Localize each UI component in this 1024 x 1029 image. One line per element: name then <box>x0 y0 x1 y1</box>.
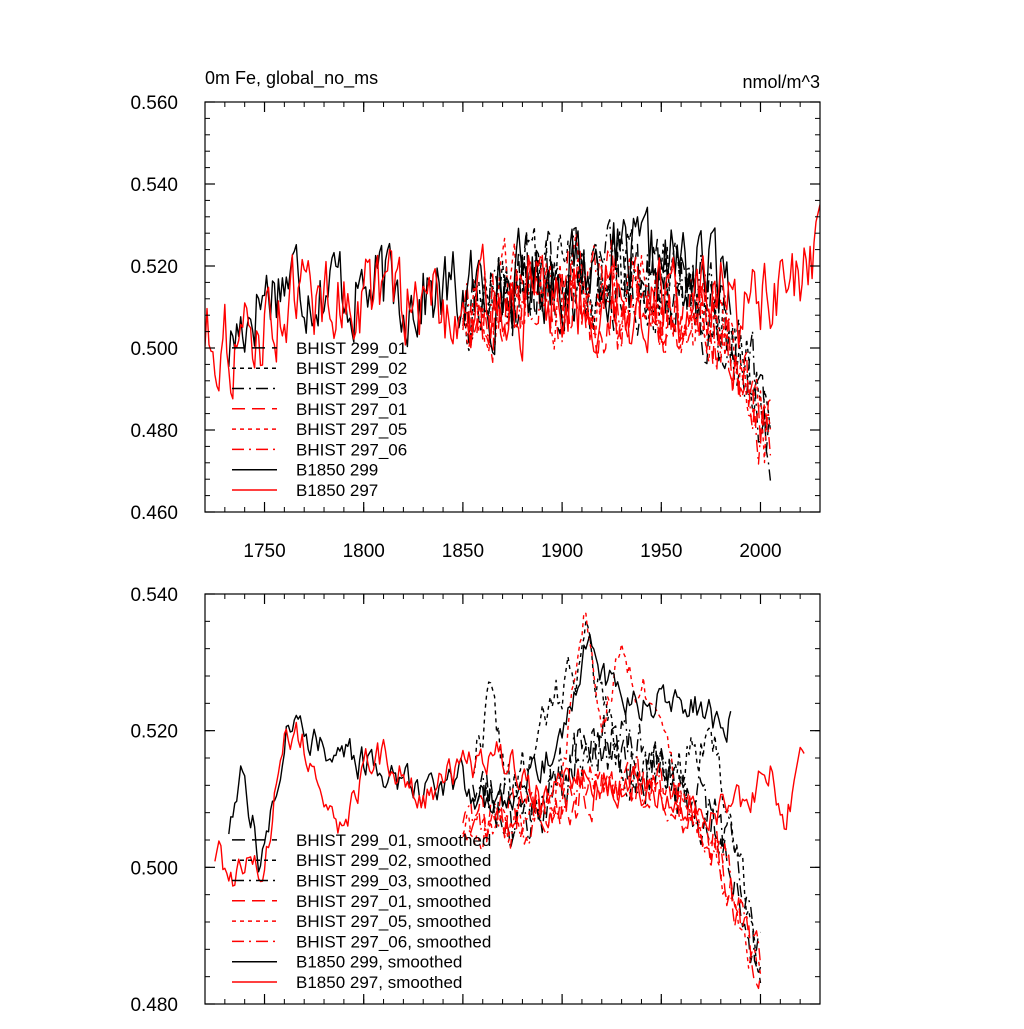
legend-label-bhist-297-05: BHIST 297_05 <box>296 420 407 439</box>
x-tick-label: 1950 <box>640 541 682 562</box>
x-tick-label: 1750 <box>243 541 285 562</box>
y-tick-label: 0.500 <box>130 339 178 360</box>
series-line-bhist-299-03-smoothed <box>472 712 762 984</box>
bottom-axis-ticks: 0.480 0.500 0.520 0.540 <box>130 585 821 1016</box>
series-line-b1850-299-smoothed <box>228 633 732 873</box>
units-label: nmol/m^3 <box>743 72 820 92</box>
top-series-lines <box>205 204 820 481</box>
top-panel: 0m Fe, global_no_ms nmol/m^3 0.4600.4800… <box>130 68 821 562</box>
y-tick-label: 0.480 <box>130 995 178 1016</box>
y-tick-label: 0.460 <box>130 503 178 524</box>
legend-label-bhist-299-01-smoothed: BHIST 299_01, smoothed <box>296 831 491 850</box>
legend-label-bhist-299-03: BHIST 299_03 <box>296 380 407 399</box>
y-tick-label: 0.560 <box>130 93 178 114</box>
legend-label-bhist-299-02: BHIST 299_02 <box>296 359 407 378</box>
legend-label-bhist-297-01-smoothed: BHIST 297_01, smoothed <box>296 892 491 911</box>
y-tick-label: 0.540 <box>130 585 178 606</box>
x-tick-label: 1850 <box>442 541 484 562</box>
x-tick-label: 1900 <box>541 541 583 562</box>
bottom-panel: 0.480 0.500 0.520 0.540 BHIST 299_01, smoot… <box>130 585 821 1016</box>
bottom-plot-frame <box>204 593 821 1005</box>
legend-label-b1850-299: B1850 299 <box>296 461 378 480</box>
series-line-bhist-297-01-smoothed <box>462 761 762 990</box>
top-axis-ticks: 0.460 0.480 0.500 0.520 0.540 0.560 1750 1800 18… <box>130 93 821 562</box>
legend-label-b1850-297: B1850 297 <box>296 481 378 500</box>
y-tick-label: 0.480 <box>130 421 178 442</box>
series-line-b1850-297-smoothed <box>214 721 805 887</box>
x-tick-label: 2000 <box>739 541 781 562</box>
legend-label-bhist-299-03-smoothed: BHIST 299_03, smoothed <box>296 872 491 891</box>
legend-label-b1850-297-smoothed: B1850 297, smoothed <box>296 973 462 992</box>
bottom-series-lines <box>214 611 805 990</box>
top-plot-frame <box>204 101 821 513</box>
y-tick-label: 0.540 <box>130 175 178 196</box>
legend-label-bhist-297-06-smoothed: BHIST 297_06, smoothed <box>296 932 491 951</box>
figure-title: 0m Fe, global_no_ms <box>205 68 378 89</box>
series-line-bhist-297-06 <box>462 239 772 465</box>
legend-label-b1850-299-smoothed: B1850 299, smoothed <box>296 953 462 972</box>
legend-label-bhist-299-02-smoothed: BHIST 299_02, smoothed <box>296 851 491 870</box>
legend-label-bhist-297-01: BHIST 297_01 <box>296 400 407 419</box>
legend-label-bhist-299-01: BHIST 299_01 <box>296 339 407 358</box>
series-line-bhist-299-01-smoothed <box>472 725 761 964</box>
y-tick-label: 0.500 <box>130 858 178 879</box>
series-line-bhist-299-02-smoothed <box>472 620 762 975</box>
series-line-bhist-297-05-smoothed <box>462 611 762 975</box>
y-tick-label: 0.520 <box>130 722 178 743</box>
x-tick-label: 1800 <box>343 541 385 562</box>
legend-label-bhist-297-05-smoothed: BHIST 297_05, smoothed <box>296 912 491 931</box>
y-tick-label: 0.520 <box>130 257 178 278</box>
legend-label-bhist-297-06: BHIST 297_06 <box>296 440 407 459</box>
series-line-bhist-297-06-smoothed <box>462 754 762 965</box>
series-line-b1850-297 <box>205 204 820 400</box>
